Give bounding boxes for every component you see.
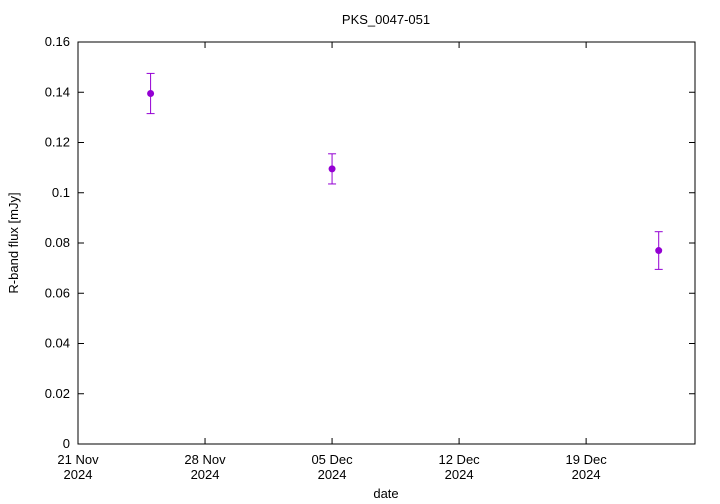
y-tick-label: 0.04 (45, 336, 70, 351)
y-tick-label: 0.12 (45, 135, 70, 150)
point (328, 165, 336, 173)
y-tick-label: 0.16 (45, 34, 70, 49)
chart-title: PKS_0047-051 (342, 12, 430, 27)
x-tick-label: 19 Dec 2024 (566, 452, 608, 482)
y-tick-label: 0.02 (45, 386, 70, 401)
y-tick-label: 0.06 (45, 285, 70, 300)
x-tick-label: 28 Nov 2024 (184, 452, 226, 482)
y-tick-label: 0.1 (52, 185, 70, 200)
x-tick-label: 12 Dec 2024 (438, 452, 480, 482)
point (147, 90, 155, 98)
plot-frame (77, 41, 696, 445)
x-tick-label: 21 Nov 2024 (57, 452, 99, 482)
x-axis-label: date (373, 486, 398, 501)
y-tick-label: 0 (63, 436, 70, 451)
y-axis-label: R-band flux [mJy] (6, 192, 21, 293)
point (655, 247, 663, 255)
y-tick-label: 0.14 (45, 84, 70, 99)
y-tick-label: 0.08 (45, 235, 70, 250)
x-tick-label: 05 Dec 2024 (311, 452, 353, 482)
